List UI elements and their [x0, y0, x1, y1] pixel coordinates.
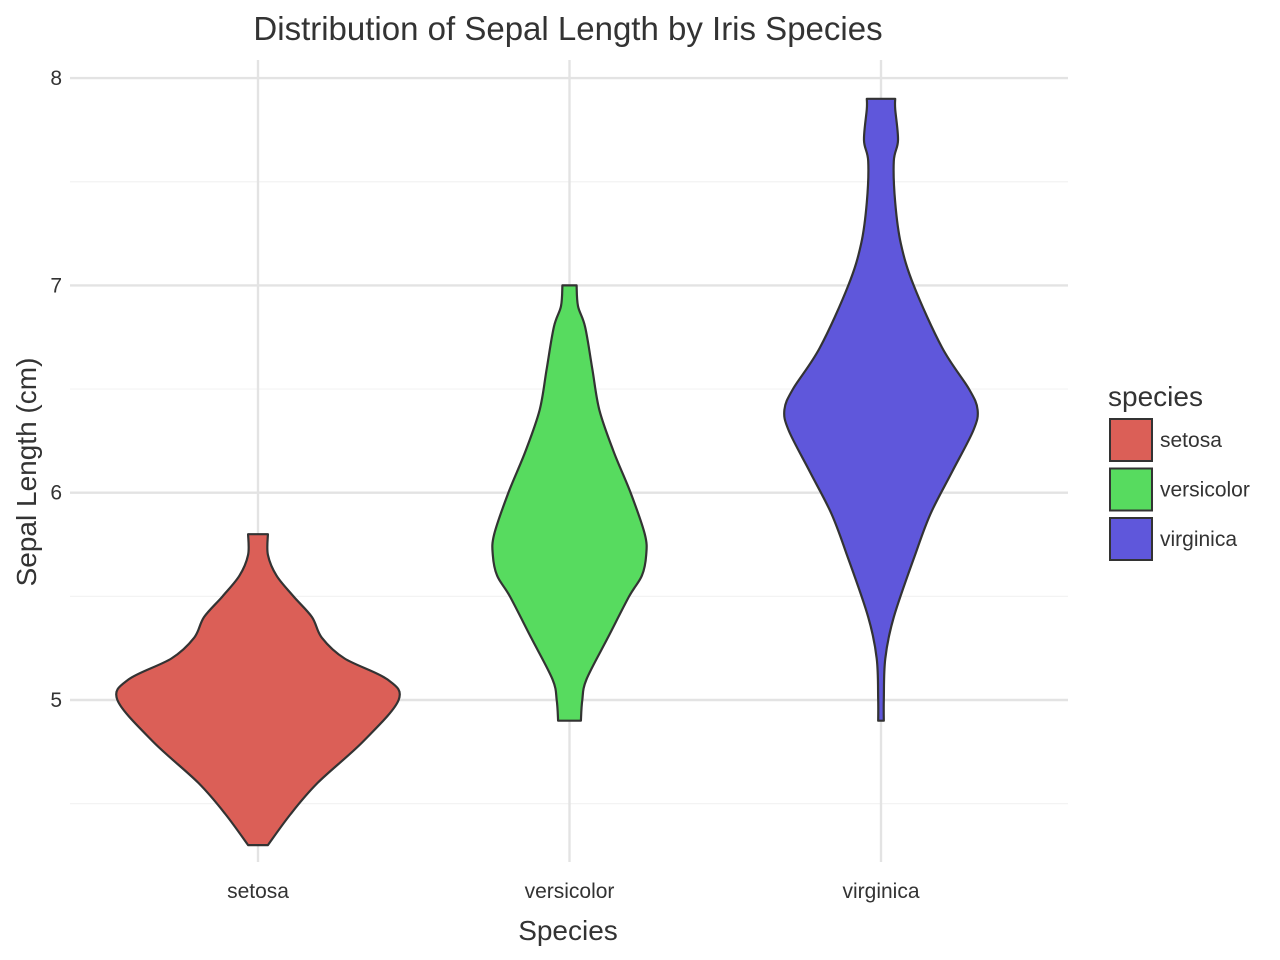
y-tick-label: 6: [50, 482, 62, 505]
y-tick-label: 5: [50, 689, 62, 712]
y-axis-label: Sepal Length (cm): [11, 358, 42, 587]
violin-virginica: [783, 97, 979, 722]
legend-swatch-setosa: [1109, 418, 1153, 462]
x-tick-label: virginica: [842, 880, 919, 903]
violin-setosa: [115, 533, 401, 847]
legend-title: species: [1108, 381, 1203, 412]
violin-versicolor: [491, 284, 648, 722]
legend-swatch-versicolor: [1109, 467, 1153, 512]
legend-label-versicolor: versicolor: [1160, 479, 1250, 502]
x-tick-label: setosa: [227, 880, 289, 903]
y-tick-label: 7: [50, 274, 62, 297]
violins: [115, 97, 979, 847]
y-axis: 5 6 7 8: [50, 67, 62, 712]
y-tick-label: 8: [50, 67, 62, 90]
legend: species setosa versicolor virginica: [1108, 381, 1250, 561]
chart-title: Distribution of Sepal Length by Iris Spe…: [253, 10, 882, 47]
x-axis-label: Species: [518, 915, 618, 946]
legend-label-virginica: virginica: [1160, 528, 1237, 551]
x-axis: setosa versicolor virginica: [227, 880, 920, 903]
x-tick-label: versicolor: [525, 880, 615, 903]
legend-swatch-virginica: [1109, 517, 1153, 561]
legend-label-setosa: setosa: [1160, 429, 1222, 452]
